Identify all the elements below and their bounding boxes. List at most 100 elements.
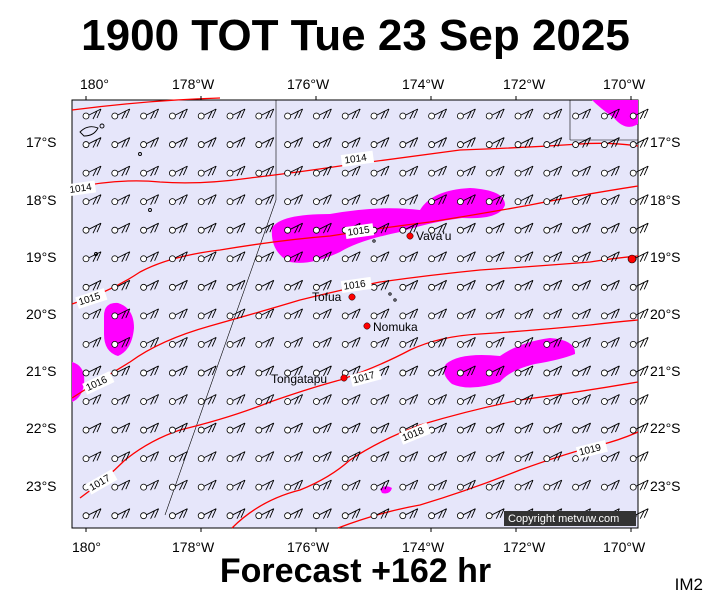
wind-barb <box>514 422 534 434</box>
wind-barb <box>111 279 131 291</box>
wind-barb <box>226 394 246 405</box>
axis-ticks <box>85 96 632 532</box>
wind-barb <box>140 394 160 405</box>
wind-barb <box>543 222 563 234</box>
wind-barb <box>140 508 160 520</box>
marker-east <box>627 254 637 264</box>
wind-barb <box>485 165 505 177</box>
wind-barb <box>226 165 246 177</box>
wind-barb <box>572 194 592 206</box>
wind-barb <box>601 279 620 291</box>
wind-barb <box>485 336 505 348</box>
wind-barb <box>197 336 217 348</box>
wind-barb <box>197 365 217 377</box>
wind-barb <box>629 451 649 463</box>
wind-barb <box>111 508 131 520</box>
wind-barb <box>312 508 332 520</box>
wind-barb <box>485 479 505 491</box>
lat-label-left: 20°S <box>26 306 57 322</box>
wind-barb <box>399 508 419 520</box>
lon-label-bottom: 172°W <box>503 539 546 555</box>
wind-barb <box>82 251 102 263</box>
lon-label-top: 172°W <box>503 76 546 92</box>
wind-barb <box>572 165 592 177</box>
graticule <box>164 100 638 516</box>
wind-barb <box>514 279 534 291</box>
wind-barb <box>514 451 534 463</box>
wind-barb <box>543 137 563 148</box>
wind-barb <box>197 194 217 206</box>
wind-barb <box>341 508 361 520</box>
wind-barb <box>197 479 217 491</box>
wind-barb <box>226 479 246 491</box>
wind-barb <box>140 308 160 320</box>
isobar-top <box>71 97 221 111</box>
wind-barb <box>341 394 361 405</box>
wind-barb <box>514 251 534 263</box>
isobar-label: 1016 <box>343 279 367 293</box>
wind-barb <box>312 479 332 491</box>
wind-barb <box>629 422 649 434</box>
wind-barb <box>226 451 246 463</box>
wind-barb <box>82 365 102 377</box>
wind-barb <box>140 108 160 120</box>
place-label-nomuka: Nomuka <box>373 320 418 334</box>
wind-barb <box>370 251 390 263</box>
wind-barb <box>255 422 275 434</box>
wind-barb <box>601 194 620 206</box>
wind-barb <box>428 165 448 177</box>
lon-label-top: 178°W <box>172 76 215 92</box>
wind-barb <box>601 394 620 405</box>
wind-barb <box>428 336 448 348</box>
wind-barb <box>514 222 534 234</box>
wind-barb <box>428 222 448 234</box>
wind-barb <box>168 394 188 405</box>
marker-tongatapu <box>340 374 348 382</box>
wind-barb <box>284 222 304 234</box>
wind-barb <box>140 336 160 348</box>
wind-barb <box>370 422 390 434</box>
wind-barb <box>601 251 620 263</box>
wind-barb <box>312 451 332 463</box>
lat-label-right: 22°S <box>650 420 681 436</box>
wind-barb <box>82 336 102 348</box>
lat-label-right: 18°S <box>650 192 681 208</box>
copyright-text: Copyright metvuw.com <box>508 513 619 525</box>
wind-barb <box>312 137 332 148</box>
forecast-label: Forecast +162 hr <box>219 552 492 590</box>
wind-barb <box>255 479 275 491</box>
wind-barb <box>514 137 534 148</box>
wind-barb <box>140 451 160 463</box>
wind-barb <box>341 137 361 148</box>
rain-area-small <box>380 486 392 494</box>
wind-barb <box>514 365 534 377</box>
wind-barb <box>255 508 275 520</box>
wind-barb <box>111 251 131 263</box>
wind-barb <box>485 108 505 120</box>
lon-label-bottom: 178°W <box>172 539 215 555</box>
marker-nomuka <box>363 322 371 330</box>
wind-barb <box>370 394 390 405</box>
wind-barb <box>601 308 620 320</box>
wind-barb <box>168 137 188 148</box>
wind-barb <box>197 222 217 234</box>
wind-barb <box>255 394 275 405</box>
wind-barb <box>140 365 160 377</box>
wind-barb <box>572 422 592 434</box>
wind-barb <box>284 336 304 348</box>
wind-barb <box>197 308 217 320</box>
marker-vavau <box>406 232 414 240</box>
wind-barb <box>255 165 275 177</box>
lon-label-top: 176°W <box>287 76 330 92</box>
wind-barb <box>370 451 390 463</box>
wind-barb <box>284 279 304 291</box>
lat-label-right: 17°S <box>650 134 681 150</box>
wind-barb <box>399 165 419 177</box>
isobar-label: 1014 <box>344 153 368 167</box>
wind-barb <box>456 137 476 148</box>
bottom-lon-labels: 180° 178°W 176°W 174°W 172°W 170°W <box>72 539 646 555</box>
wind-barb <box>370 479 390 491</box>
place-markers: Vava'u Tofua Nomuka Tongatapu <box>271 229 637 386</box>
wind-barb <box>456 422 476 434</box>
wind-barb <box>399 108 419 120</box>
